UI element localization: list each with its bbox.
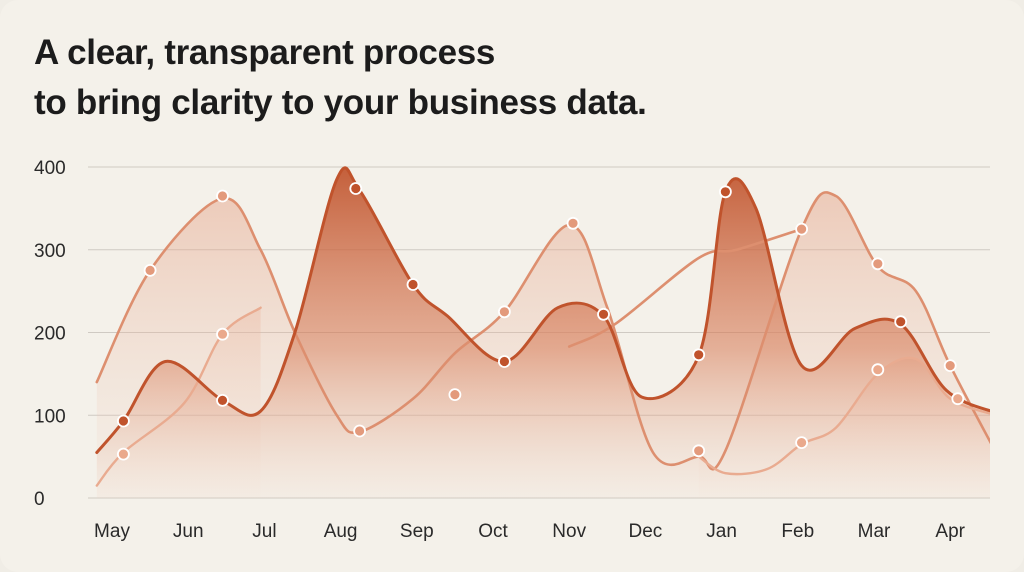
series-5-point (871, 363, 885, 377)
headline-line-2: to bring clarity to your business data. (34, 83, 647, 122)
series-3-line (95, 306, 262, 487)
series-3-point (216, 327, 229, 341)
series-1-point (497, 355, 511, 368)
x-tick-label: Feb (781, 521, 814, 542)
series-1-point (406, 278, 420, 291)
y-tick-label: 300 (34, 241, 66, 262)
series-2-point (795, 222, 808, 236)
x-tick-label: Jul (252, 521, 276, 542)
series-1-point (349, 182, 363, 195)
series-1-point (117, 414, 130, 428)
series-2-point (143, 263, 157, 277)
x-tick-label: Aug (324, 521, 358, 542)
series-5-point (795, 436, 808, 450)
headline-line-1: A clear, transparent process (34, 33, 496, 72)
x-tick-label: Mar (858, 521, 891, 542)
x-tick-label: Apr (935, 521, 965, 542)
series-2-point (448, 388, 462, 402)
series-2-point (943, 359, 957, 373)
series-2-point (353, 424, 367, 438)
y-tick-label: 200 (34, 324, 66, 345)
x-tick-label: Nov (552, 521, 586, 542)
series-1-point (894, 315, 908, 329)
series-1-point (719, 185, 732, 199)
series-1-point (597, 307, 610, 321)
series-2-point (497, 305, 511, 319)
headline: A clear, transparent process to bring cl… (34, 28, 647, 128)
series-2-point (216, 189, 229, 203)
x-tick-label: Jun (173, 521, 204, 542)
x-tick-label: Oct (478, 521, 508, 542)
series-5-point (951, 392, 965, 406)
series-2-point (566, 216, 580, 230)
x-tick-label: Dec (629, 521, 663, 542)
x-tick-label: May (94, 521, 130, 542)
series-1-point (216, 393, 229, 407)
x-tick-label: Sep (400, 521, 434, 542)
y-tick-label: 100 (34, 406, 66, 427)
series-2-point (871, 257, 885, 271)
series-4-line (567, 227, 803, 348)
series-3-point (117, 447, 130, 461)
series-1-line (95, 166, 990, 454)
series-5-line (697, 356, 990, 476)
x-tick-label: Jan (706, 521, 737, 542)
series-2-line (95, 191, 990, 471)
series-2-point (692, 444, 706, 458)
y-tick-label: 400 (34, 158, 66, 179)
series-1-point (692, 348, 706, 362)
y-tick-label: 0 (34, 489, 45, 510)
